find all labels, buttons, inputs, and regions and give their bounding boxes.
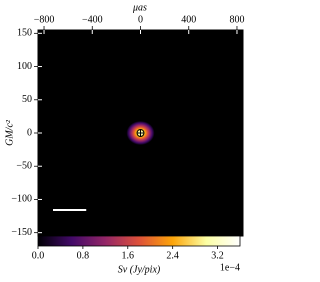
chart: μas GM/c² −800 −400 0 400 800 150 100 50 0 −50 −10… <box>4 2 244 275</box>
colorbar <box>37 235 241 247</box>
y-tick-label: −100 <box>11 194 32 205</box>
annotation: 86 GHz <box>52 41 85 52</box>
y-axis-label: GM/c² <box>4 119 15 146</box>
scale-bar-label: 50M <box>53 216 73 227</box>
y-tick-label: −50 <box>16 161 32 172</box>
colorbar-tick-label: 1.6 <box>122 250 135 261</box>
y-tick-label: 100 <box>17 61 32 72</box>
y-tick-label: 50 <box>22 94 32 105</box>
colorbar-tick-label: 3.2 <box>211 250 224 261</box>
colorbar-label: Sν (Jy/pix) <box>118 264 161 275</box>
x2-tick-label: 400 <box>181 14 196 25</box>
x2-tick-label: −800 <box>34 14 55 25</box>
y-tick-label: −150 <box>11 227 32 238</box>
y-tick-label: 150 <box>17 28 32 39</box>
annotation: i = 30° <box>205 41 232 52</box>
y-tick-label: 0 <box>27 127 32 138</box>
x2-axis-label: μas <box>132 2 147 13</box>
colorbar-tick-label: 2.4 <box>166 250 179 261</box>
x2-tick-label: −400 <box>82 14 103 25</box>
x2-tick-label: 800 <box>229 14 244 25</box>
annotation: D30 <box>178 198 195 209</box>
annotation: PA = 0° <box>178 216 210 227</box>
x2-tick-label: 0 <box>138 14 143 25</box>
colorbar-offset-label: 1e−4 <box>220 262 240 273</box>
colorbar-tick-label: 0.8 <box>77 250 90 261</box>
colorbar-tick-label: 0.0 <box>32 250 45 261</box>
